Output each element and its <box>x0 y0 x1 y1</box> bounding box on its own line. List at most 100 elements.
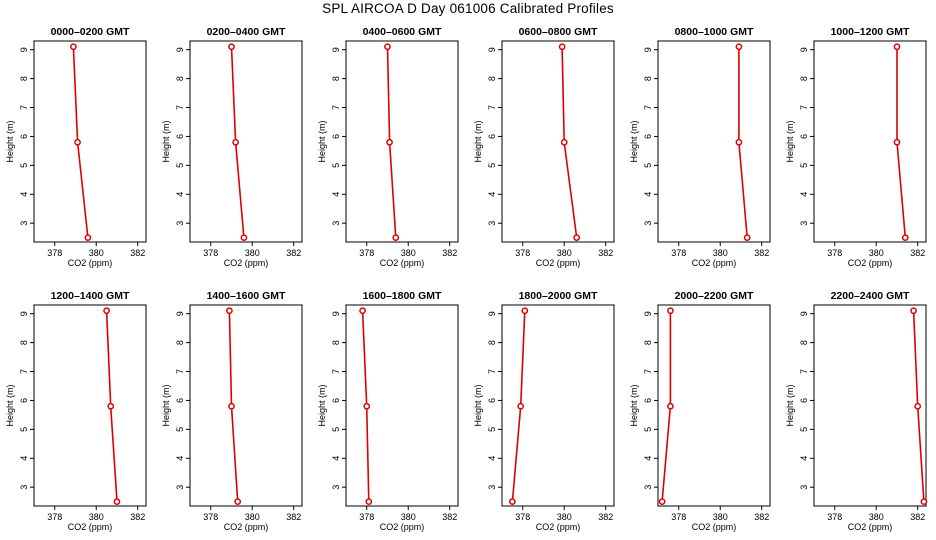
panel-title: 0600–0800 GMT <box>519 26 598 38</box>
x-axis-label: CO2 (ppm) <box>380 522 425 532</box>
profile-panel: 1600–1800 GMT 378 380 382 CO2 (ppm) 3 4 5 6 7 8 9 He… <box>317 290 459 532</box>
y-tick-label: 8 <box>19 340 29 345</box>
x-tick-label: 382 <box>598 512 613 522</box>
x-tick-label: 380 <box>89 248 104 258</box>
x-tick-label: 382 <box>442 248 457 258</box>
profile-panel: 0000–0200 GMT 378 380 382 CO2 (ppm) 3 4 5 6 7 8 9 He… <box>5 26 147 268</box>
x-tick-label: 382 <box>286 512 301 522</box>
x-axis-label: CO2 (ppm) <box>380 258 425 268</box>
y-tick-label: 6 <box>331 134 341 139</box>
y-tick-label: 8 <box>487 340 497 345</box>
panel-title: 1800–2000 GMT <box>519 290 598 302</box>
y-tick-label: 9 <box>487 311 497 316</box>
x-tick-label: 378 <box>359 248 374 258</box>
y-tick-label: 7 <box>19 369 29 374</box>
data-point <box>74 138 81 146</box>
y-tick-label: 8 <box>331 76 341 81</box>
y-tick-label: 6 <box>19 134 29 139</box>
panel-title: 1400–1600 GMT <box>207 290 286 302</box>
y-tick-label: 9 <box>487 47 497 52</box>
x-tick-label: 378 <box>515 512 530 522</box>
data-point <box>560 138 568 146</box>
x-tick-label: 378 <box>47 512 62 522</box>
y-tick-label: 6 <box>175 134 185 139</box>
y-axis-label: Height (m) <box>629 384 639 426</box>
y-tick-label: 9 <box>799 311 809 316</box>
y-tick-label: 4 <box>799 192 809 197</box>
x-tick-label: 378 <box>203 512 218 522</box>
y-tick-label: 7 <box>643 369 653 374</box>
y-tick-label: 8 <box>175 340 185 345</box>
data-point <box>234 498 242 506</box>
data-point <box>743 234 751 242</box>
x-axis-label: CO2 (ppm) <box>692 258 737 268</box>
x-tick-label: 380 <box>89 512 104 522</box>
y-tick-label: 7 <box>331 105 341 110</box>
data-point <box>228 402 235 410</box>
y-tick-label: 3 <box>643 221 653 226</box>
y-axis-label: Height (m) <box>317 384 327 426</box>
panel-title: 1000–1200 GMT <box>831 26 910 38</box>
x-tick-label: 380 <box>869 248 884 258</box>
y-tick-label: 4 <box>799 456 809 461</box>
panel-title: 2000–2200 GMT <box>675 290 754 302</box>
data-point <box>667 307 674 315</box>
y-tick-label: 6 <box>175 398 185 403</box>
x-axis-label: CO2 (ppm) <box>68 522 113 532</box>
plot-frame <box>33 304 147 507</box>
panel-title: 1600–1800 GMT <box>363 290 442 302</box>
panel-title: 0800–1000 GMT <box>675 26 754 38</box>
y-tick-label: 8 <box>643 340 653 345</box>
y-tick-label: 6 <box>643 398 653 403</box>
y-tick-label: 6 <box>799 134 809 139</box>
plot-frame <box>345 304 459 507</box>
x-tick-label: 380 <box>713 512 728 522</box>
x-axis-label: CO2 (ppm) <box>848 522 893 532</box>
data-point <box>232 138 239 146</box>
y-tick-label: 3 <box>175 485 185 490</box>
y-tick-label: 4 <box>643 456 653 461</box>
y-tick-label: 7 <box>19 105 29 110</box>
y-tick-label: 5 <box>487 427 497 432</box>
y-tick-label: 4 <box>331 192 341 197</box>
y-tick-label: 5 <box>799 163 809 168</box>
data-point <box>84 234 92 242</box>
y-axis-label: Height (m) <box>785 384 795 426</box>
y-tick-label: 4 <box>175 192 185 197</box>
x-tick-label: 380 <box>869 512 884 522</box>
plot-frame <box>345 40 459 243</box>
y-tick-label: 7 <box>175 369 185 374</box>
plot-frame <box>813 40 927 243</box>
data-point <box>920 498 928 506</box>
data-point <box>910 307 917 315</box>
x-tick-label: 378 <box>827 512 842 522</box>
y-tick-label: 4 <box>643 192 653 197</box>
panel-title: 0400–0600 GMT <box>363 26 442 38</box>
y-tick-label: 3 <box>487 485 497 490</box>
y-tick-label: 3 <box>19 221 29 226</box>
x-tick-label: 382 <box>130 512 145 522</box>
y-tick-label: 9 <box>331 47 341 52</box>
y-tick-label: 8 <box>643 76 653 81</box>
x-tick-label: 382 <box>442 512 457 522</box>
y-tick-label: 9 <box>799 47 809 52</box>
panel-title: 2200–2400 GMT <box>831 290 910 302</box>
y-tick-label: 5 <box>643 163 653 168</box>
y-tick-label: 3 <box>331 221 341 226</box>
data-point <box>521 307 529 315</box>
y-tick-label: 8 <box>799 76 809 81</box>
y-tick-label: 8 <box>487 76 497 81</box>
profile-panel: 1800–2000 GMT 378 380 382 CO2 (ppm) 3 4 5 6 7 8 9 He… <box>473 290 615 532</box>
y-tick-label: 9 <box>19 311 29 316</box>
y-tick-label: 4 <box>19 192 29 197</box>
y-tick-label: 9 <box>19 47 29 52</box>
x-tick-label: 378 <box>671 512 686 522</box>
panel-title: 0200–0400 GMT <box>207 26 286 38</box>
data-point <box>658 498 666 506</box>
profile-panel: 0200–0400 GMT 378 380 382 CO2 (ppm) 3 4 5 6 7 8 9 He… <box>161 26 303 268</box>
x-tick-label: 382 <box>910 248 925 258</box>
data-point <box>384 43 391 51</box>
y-tick-label: 3 <box>331 485 341 490</box>
data-point <box>667 402 674 410</box>
profile-panel: 2200–2400 GMT 378 380 382 CO2 (ppm) 3 4 5 6 7 8 9 He… <box>785 290 928 532</box>
